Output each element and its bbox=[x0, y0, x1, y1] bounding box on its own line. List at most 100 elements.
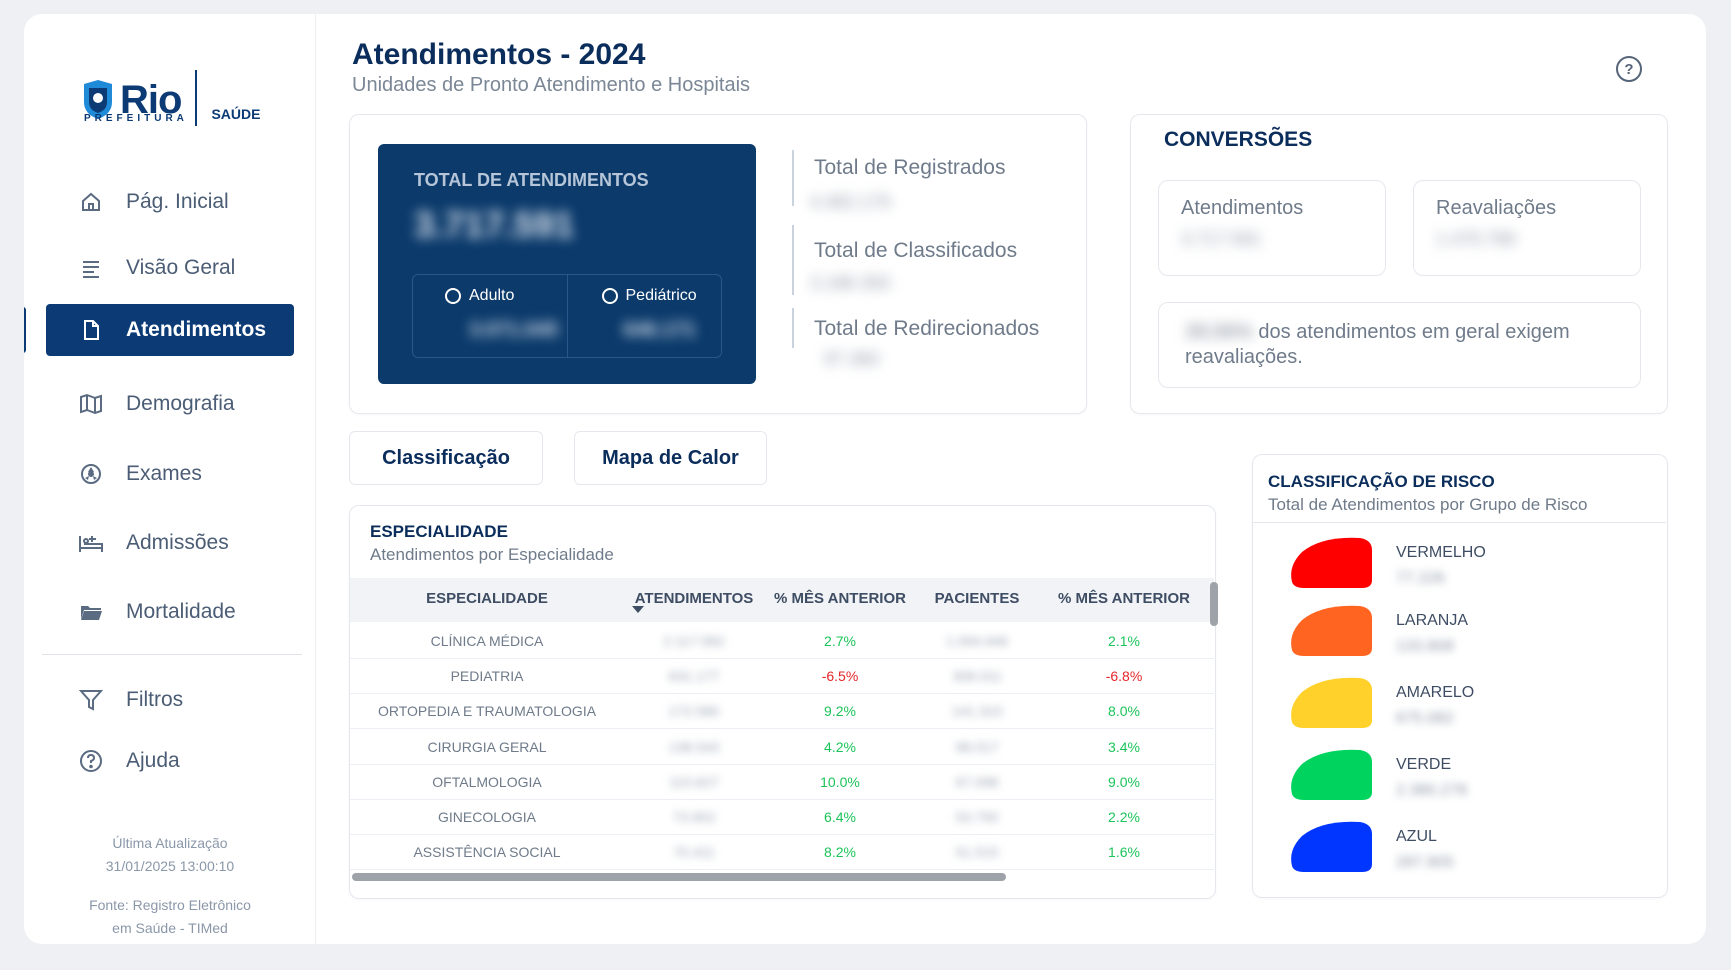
page-subtitle: Unidades de Pronto Atendimento e Hospita… bbox=[352, 74, 751, 96]
risk-value-azul: 287.805 bbox=[1396, 854, 1454, 871]
col-header-especialidade[interactable]: ESPECIALIDADE bbox=[426, 590, 548, 607]
last-update: Última Atualização 31/01/2025 13:00:10 bbox=[24, 832, 316, 878]
cell-pct-pacientes: 9.0% bbox=[1108, 773, 1140, 790]
especialidade-subtitle: Atendimentos por Especialidade bbox=[370, 545, 614, 564]
nav-label: Admissões bbox=[126, 531, 229, 554]
nav-label: Ajuda bbox=[126, 749, 180, 772]
tab-classificacao[interactable]: Classificação bbox=[349, 431, 543, 485]
cell-pct-pacientes: 3.4% bbox=[1108, 738, 1140, 755]
cell-especialidade: GINECOLOGIA bbox=[437, 809, 537, 825]
stat-redirecionados-label: Total de Redirecionados bbox=[814, 317, 1040, 340]
pediatrico-label: Pediátrico bbox=[625, 287, 697, 304]
globe-icon bbox=[445, 288, 461, 304]
total-label: TOTAL DE ATENDIMENTOS bbox=[414, 170, 649, 190]
risco-card bbox=[1252, 454, 1668, 898]
cell-pct-pacientes: 2.2% bbox=[1108, 809, 1140, 825]
stat-divider bbox=[792, 225, 794, 295]
nav-item-admissoes[interactable]: Admissões bbox=[46, 517, 294, 569]
nav-item-mortalidade[interactable]: Mortalidade bbox=[46, 586, 294, 638]
sort-desc-icon[interactable] bbox=[632, 606, 644, 614]
question-icon: ? bbox=[1624, 60, 1634, 78]
cell-pct-atendimentos: 10.0% bbox=[820, 773, 860, 790]
risk-name-vermelho: VERMELHO bbox=[1396, 544, 1486, 561]
nav-label: Filtros bbox=[126, 688, 184, 711]
nav-item-filtros[interactable]: Filtros bbox=[46, 674, 294, 726]
stat-registrados-label: Total de Registrados bbox=[814, 156, 1006, 179]
conv-atendimentos-label: Atendimentos bbox=[1181, 197, 1304, 219]
adulto-block: Adulto 3.071.045 bbox=[413, 275, 567, 357]
sidebar: Rio PREFEITURA SAÚDE Pág. Inicial Visão … bbox=[24, 14, 316, 944]
globe-icon bbox=[601, 288, 618, 304]
nav-item-demografia[interactable]: Demografia bbox=[46, 378, 294, 430]
risk-name-laranja: LARANJA bbox=[1396, 612, 1469, 629]
pediatrico-value: 646.171 bbox=[623, 319, 696, 341]
radiation-icon bbox=[78, 461, 104, 487]
nav-item-visao-geral[interactable]: Visão Geral bbox=[46, 242, 294, 294]
list-icon bbox=[78, 255, 104, 281]
risk-name-azul: AZUL bbox=[1396, 828, 1437, 845]
cell-pct-pacientes: 2.1% bbox=[1108, 633, 1140, 649]
folder-icon bbox=[78, 599, 104, 625]
logo-text: Rio bbox=[120, 78, 182, 122]
stat-classificados-label: Total de Classificados bbox=[814, 239, 1018, 262]
last-update-label: Última Atualização bbox=[112, 835, 228, 851]
cell-atendimentos: 73.952 bbox=[672, 809, 716, 825]
conv-atendimentos-card: Atendimentos 3.717.591 bbox=[1158, 180, 1386, 276]
help-button[interactable]: ? bbox=[1616, 56, 1642, 82]
adulto-value: 3.071.045 bbox=[469, 319, 558, 341]
map-icon bbox=[78, 391, 104, 417]
filter-icon bbox=[78, 687, 104, 713]
adulto-label: Adulto bbox=[469, 287, 515, 304]
cell-pct-atendimentos: 4.2% bbox=[824, 738, 856, 755]
tab-mapa-de-calor[interactable]: Mapa de Calor bbox=[574, 431, 767, 485]
total-value: 3.717.591 bbox=[414, 204, 575, 245]
cell-pacientes: 1.094.946 bbox=[945, 633, 1009, 649]
risk-value-laranja: 133.808 bbox=[1396, 638, 1454, 655]
col-header-atendimentos[interactable]: ATENDIMENTOS bbox=[634, 590, 754, 607]
risco-title: CLASSIFICAÇÃO DE RISCO bbox=[1268, 472, 1495, 491]
risk-swatch-amarelo bbox=[1291, 677, 1372, 728]
table-row[interactable]: CLÍNICA MÉDICA 2.117.582 2.7% 1.094.946 2.1% bbox=[350, 624, 1214, 659]
nav-item-ajuda[interactable]: Ajuda bbox=[46, 735, 294, 787]
nav-item-pag-inicial[interactable]: Pág. Inicial bbox=[46, 176, 294, 228]
cell-pct-atendimentos: 8.2% bbox=[824, 844, 856, 861]
risco-subtitle: Total de Atendimentos por Grupo de Risco bbox=[1268, 495, 1588, 514]
table-vertical-scrollbar[interactable] bbox=[1210, 582, 1218, 626]
logo-divider bbox=[195, 70, 198, 126]
risk-value-amarelo: 675.082 bbox=[1396, 710, 1454, 727]
col-header-pacientes[interactable]: PACIENTES bbox=[934, 590, 1020, 607]
col-header-pct-mes-anterior-pac[interactable]: % MÊS ANTERIOR bbox=[1058, 590, 1190, 607]
table-horizontal-scrollbar[interactable] bbox=[352, 873, 1006, 881]
cell-pacientes: 53.750 bbox=[955, 809, 999, 825]
stat-registrados-value: 4.482.179 bbox=[810, 192, 891, 212]
reavaliacao-text: 39,56% dos atendimentos em geral exigem … bbox=[1185, 320, 1615, 370]
nav-item-atendimentos[interactable]: Atendimentos bbox=[46, 304, 294, 356]
cell-pct-atendimentos: -6.5% bbox=[821, 668, 859, 685]
logo-section: SAÚDE bbox=[211, 106, 261, 122]
nav-item-exames[interactable]: Exames bbox=[46, 448, 294, 500]
table-row[interactable]: OFTALMOLOGIA 115.627 10.0% 67.098 9.0% bbox=[350, 765, 1214, 800]
cell-atendimentos: 70.411 bbox=[673, 844, 715, 861]
data-source-line2: em Saúde - TIMed bbox=[112, 920, 228, 936]
reavaliacao-desc: dos atendimentos em geral exigem reavali… bbox=[1185, 321, 1570, 368]
col-header-pct-mes-anterior-atend[interactable]: % MÊS ANTERIOR bbox=[774, 590, 906, 607]
table-row[interactable]: ORTOPEDIA E TRAUMATOLOGIA 172.580 9.2% 141.… bbox=[350, 694, 1214, 730]
table-row[interactable]: PEDIATRIA 631.177 -6.5% 308.011 -6.8% bbox=[350, 659, 1214, 695]
table-row[interactable]: CIRURGIA GERAL 138.543 4.2% 98.017 3.4% bbox=[350, 730, 1214, 765]
nav-label: Demografia bbox=[126, 392, 235, 415]
cell-pct-atendimentos: 2.7% bbox=[824, 633, 856, 649]
age-split: Adulto 3.071.045 Pediátrico 646.171 bbox=[412, 274, 722, 358]
table-row[interactable]: GINECOLOGIA 73.952 6.4% 53.750 2.2% bbox=[350, 800, 1214, 835]
cell-pacientes: 67.098 bbox=[955, 773, 999, 790]
home-icon bbox=[78, 189, 104, 215]
risk-swatch-verde bbox=[1291, 749, 1372, 800]
cell-atendimentos: 2.117.582 bbox=[663, 633, 725, 649]
cell-pct-pacientes: 8.0% bbox=[1108, 703, 1140, 720]
nav-label: Exames bbox=[126, 462, 202, 485]
conv-reavaliacoes-card: Reavaliações 1.470.780 bbox=[1413, 180, 1641, 276]
risk-value-vermelho: 77.226 bbox=[1396, 570, 1445, 587]
active-nav-marker bbox=[24, 307, 26, 353]
logo-subtext: PREFEITURA bbox=[84, 113, 188, 124]
risk-swatch-laranja bbox=[1291, 605, 1372, 656]
table-row[interactable]: ASSISTÊNCIA SOCIAL 70.411 8.2% 51.515 1.6% bbox=[350, 835, 1214, 871]
